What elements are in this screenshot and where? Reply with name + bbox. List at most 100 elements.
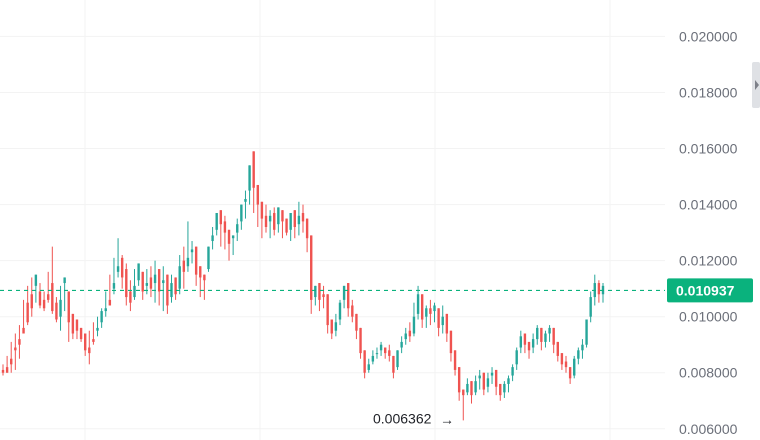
candle-body (379, 344, 383, 351)
candle (441, 305, 444, 334)
candle-body (355, 313, 358, 331)
candle-body (199, 266, 202, 278)
candle-series (1, 151, 605, 421)
candle-body (519, 336, 523, 348)
candle-body (153, 274, 157, 284)
candle (104, 291, 107, 317)
candle (297, 201, 301, 236)
price-axis[interactable]: 0.006000 0.008000 0.010000 0.012000 0.014000… (667, 28, 760, 437)
candle (355, 313, 358, 340)
candle (182, 246, 186, 289)
candle (285, 218, 288, 236)
candle (153, 260, 157, 303)
candle (527, 341, 531, 359)
candle (486, 372, 490, 393)
candle (379, 341, 383, 356)
candle-body (149, 277, 153, 289)
candle-body (182, 260, 186, 272)
candle (166, 274, 169, 314)
candle (26, 285, 29, 326)
candle-body (264, 215, 268, 228)
candle-body (92, 339, 95, 342)
candle-body (589, 297, 592, 317)
candle (203, 274, 206, 300)
candle (174, 277, 177, 300)
candle-body (231, 235, 235, 239)
candle (149, 266, 153, 298)
candle (474, 375, 477, 396)
candle-body (141, 271, 144, 292)
candle (252, 151, 255, 213)
candle-body (162, 280, 165, 284)
candle-body (577, 350, 580, 359)
candle (75, 319, 79, 340)
candle (359, 327, 362, 359)
candle (503, 381, 506, 398)
candle (293, 210, 296, 239)
candle-body (34, 274, 38, 286)
candle-body (67, 291, 70, 323)
candle-body (116, 266, 120, 272)
candle-body (540, 327, 543, 342)
candle-body (494, 369, 498, 387)
candle-body (470, 381, 473, 396)
candle-body (388, 350, 391, 356)
candle (47, 271, 50, 303)
candle (425, 305, 428, 328)
candle (429, 299, 432, 326)
candle-body (260, 201, 264, 219)
candle (1, 364, 5, 376)
candle (305, 218, 309, 253)
candle (22, 299, 25, 334)
candle-body (145, 283, 149, 286)
candle (585, 319, 588, 348)
candle (264, 204, 268, 233)
candle-body (420, 294, 424, 320)
candle (449, 330, 453, 362)
candle (88, 330, 91, 365)
candle (199, 266, 202, 298)
candle-body (400, 341, 403, 348)
candle (5, 355, 9, 373)
candle-body (285, 218, 288, 233)
candle-body (585, 319, 588, 345)
candle-body (277, 207, 280, 225)
candle (536, 325, 539, 345)
candle (457, 367, 461, 401)
candle-body (63, 277, 66, 284)
candle (347, 283, 350, 317)
candle (470, 381, 473, 404)
low-price-label: 0.006362 (373, 411, 432, 427)
candle (10, 341, 13, 373)
candle-body (342, 285, 346, 300)
candle (96, 316, 99, 337)
candle-body (552, 327, 555, 345)
candle (55, 297, 58, 323)
candle (207, 246, 210, 272)
candle (338, 299, 342, 326)
candle (573, 355, 576, 379)
candle (79, 327, 83, 342)
candle-body (359, 327, 362, 354)
candle-body (137, 263, 140, 281)
candle (519, 330, 523, 354)
candle (240, 204, 243, 230)
candle (236, 218, 239, 242)
chevron-right-icon[interactable] (755, 80, 759, 90)
candle (408, 322, 412, 342)
candle-body (256, 184, 259, 205)
candle-body (215, 212, 218, 230)
candle (490, 367, 494, 384)
candle-body (486, 378, 490, 387)
candle (170, 274, 173, 303)
candle (67, 291, 70, 342)
candle-body (527, 341, 531, 351)
candle-body (51, 283, 54, 312)
candle-body (453, 350, 457, 370)
candle-body (326, 294, 329, 326)
candle (478, 369, 481, 390)
y-tick-label: 0.012000 (679, 253, 738, 269)
candle (120, 255, 124, 289)
